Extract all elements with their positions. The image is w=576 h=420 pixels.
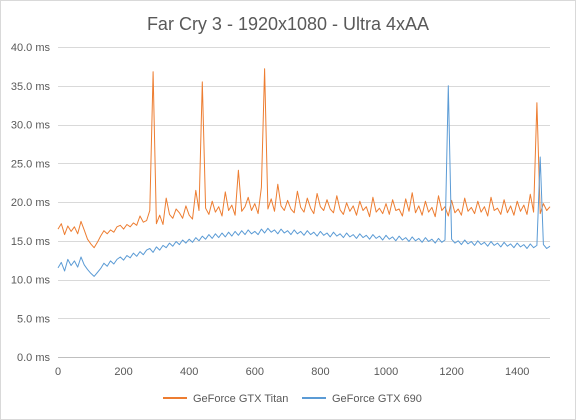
y-tick-label: 15.0 ms	[11, 236, 51, 248]
legend-entry-gtx-690: GeForce GTX 690	[302, 393, 422, 405]
x-tick-label: 400	[180, 366, 198, 378]
x-tick-label: 1400	[505, 366, 529, 378]
x-tick-label: 1000	[374, 366, 398, 378]
x-axis-ticks: 0 200 400 600 800 1000 1200 1400	[55, 366, 530, 378]
legend-entry-gtx-titan: GeForce GTX Titan	[163, 393, 288, 405]
legend: GeForce GTX Titan GeForce GTX 690	[163, 393, 422, 405]
legend-label: GeForce GTX Titan	[193, 393, 288, 405]
x-tick-label: 200	[114, 366, 132, 378]
y-axis-ticks: 0.0 ms 5.0 ms 10.0 ms 15.0 ms 20.0 ms 25.0 ms…	[11, 42, 51, 364]
series-lines	[57, 68, 551, 277]
y-tick-label: 30.0 ms	[11, 120, 51, 132]
x-tick-label: 800	[311, 366, 329, 378]
series-line-gtx-titan	[57, 68, 551, 249]
y-tick-label: 35.0 ms	[11, 81, 51, 93]
y-tick-label: 0.0 ms	[17, 352, 51, 364]
y-tick-label: 25.0 ms	[11, 158, 51, 170]
y-tick-label: 5.0 ms	[17, 313, 51, 325]
y-tick-label: 20.0 ms	[11, 197, 51, 209]
gridlines	[58, 47, 550, 358]
y-tick-label: 40.0 ms	[11, 42, 51, 54]
series-line-gtx-690	[57, 85, 551, 277]
y-tick-label: 10.0 ms	[11, 275, 51, 287]
chart-title: Far Cry 3 - 1920x1080 - Ultra 4xAA	[147, 14, 429, 34]
legend-label: GeForce GTX 690	[332, 393, 422, 405]
x-tick-label: 600	[246, 366, 264, 378]
x-tick-label: 1200	[439, 366, 463, 378]
x-tick-label: 0	[55, 366, 61, 378]
